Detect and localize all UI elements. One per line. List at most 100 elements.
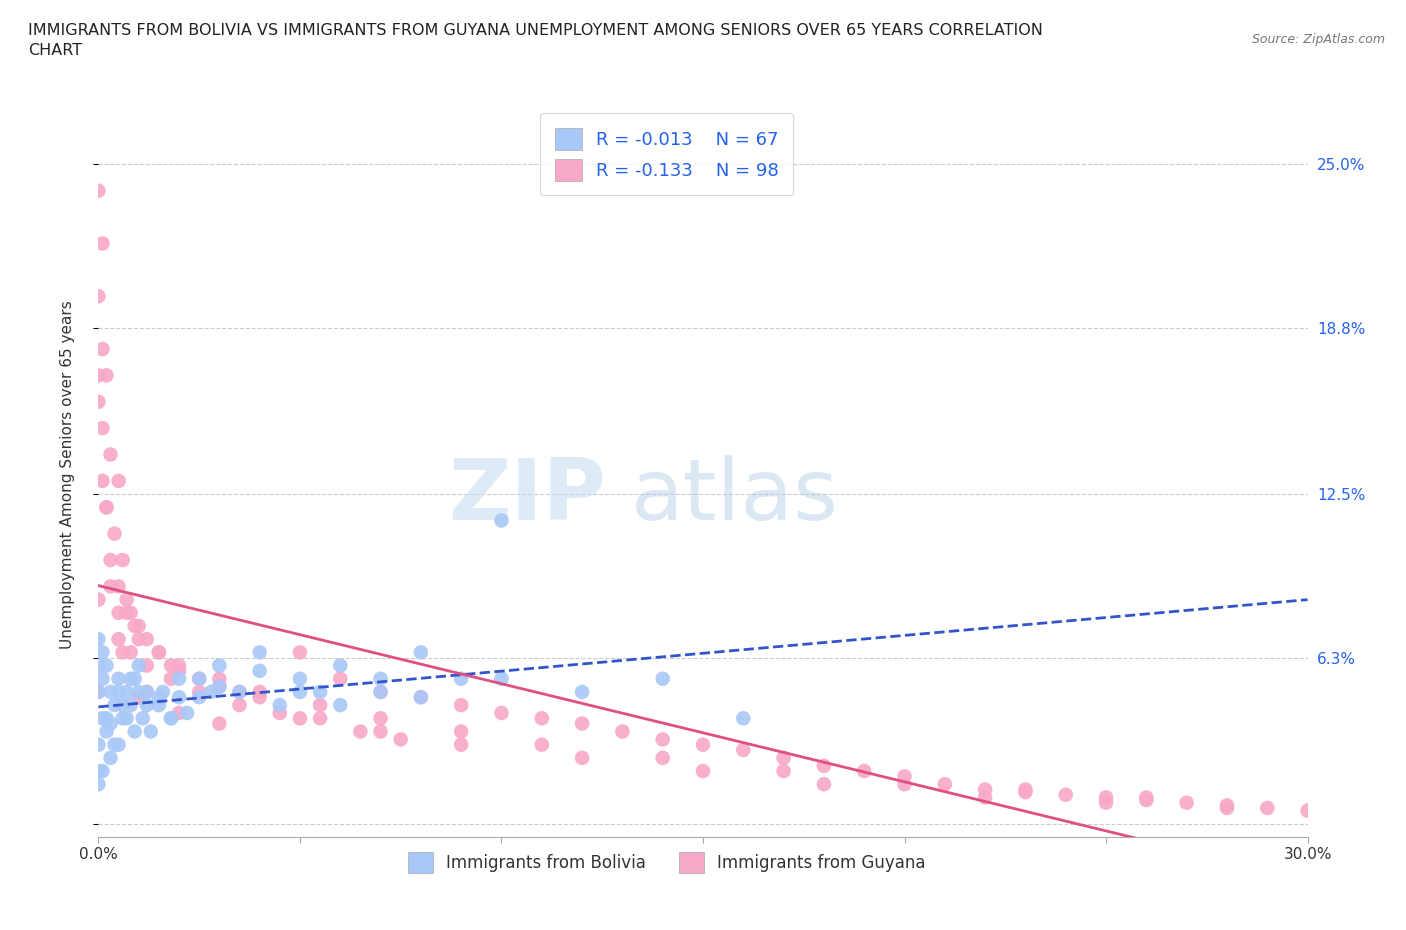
Point (329, 671, 352, 686)
Point (228, 698, 250, 712)
Point (893, 777, 915, 791)
Point (571, 716, 593, 731)
Point (107, 631, 129, 646)
Point (309, 684, 332, 699)
Point (370, 711, 392, 725)
Point (1014, 782, 1036, 797)
Point (120, 671, 142, 686)
Point (208, 658, 231, 673)
Point (200, 684, 222, 699)
Point (1095, 790, 1118, 804)
Point (160, 711, 183, 725)
Point (128, 684, 150, 699)
Point (139, 724, 162, 739)
Point (893, 769, 915, 784)
Point (87, 684, 110, 699)
Point (87, 631, 110, 646)
Point (103, 737, 125, 752)
Point (167, 671, 190, 686)
Point (370, 724, 392, 739)
Point (100, 716, 122, 731)
Point (135, 631, 157, 646)
Point (120, 605, 142, 620)
Point (1014, 785, 1036, 800)
Text: Source: ZipAtlas.com: Source: ZipAtlas.com (1251, 33, 1385, 46)
Point (249, 684, 271, 699)
Point (208, 679, 231, 694)
Point (167, 658, 190, 673)
Point (491, 671, 513, 686)
Point (409, 690, 432, 705)
Point (813, 758, 835, 773)
Point (148, 690, 170, 705)
Point (107, 737, 129, 752)
Point (96, 724, 118, 739)
Point (135, 684, 157, 699)
Point (115, 711, 138, 725)
Point (148, 698, 170, 712)
Point (120, 698, 142, 712)
Point (96, 499, 118, 514)
Point (409, 644, 432, 659)
Point (120, 644, 142, 659)
Point (87, 777, 110, 791)
Point (167, 706, 190, 721)
Point (87, 764, 110, 778)
Point (87, 737, 110, 752)
Point (692, 764, 714, 778)
Point (651, 671, 673, 686)
Point (148, 644, 170, 659)
Point (389, 732, 412, 747)
Point (530, 711, 553, 725)
Y-axis label: Unemployment Among Seniors over 65 years: Unemployment Among Seniors over 65 years (60, 300, 75, 649)
Point (91, 711, 114, 725)
Point (1054, 788, 1077, 803)
Point (188, 690, 211, 705)
Point (571, 684, 593, 699)
Point (329, 658, 352, 673)
Point (107, 579, 129, 594)
Text: ZIP: ZIP (449, 455, 606, 538)
Point (103, 526, 125, 541)
Point (309, 698, 332, 712)
Point (249, 690, 271, 705)
Point (370, 671, 392, 686)
Point (409, 690, 432, 705)
Point (100, 579, 122, 594)
Point (135, 698, 157, 712)
Text: atlas: atlas (630, 455, 838, 538)
Point (612, 724, 634, 739)
Point (1135, 792, 1157, 807)
Point (1216, 801, 1239, 816)
Point (87, 289, 110, 304)
Point (107, 684, 129, 699)
Point (692, 737, 714, 752)
Point (91, 236, 114, 251)
Point (115, 592, 138, 607)
Point (96, 368, 118, 383)
Point (228, 684, 250, 699)
Point (91, 473, 114, 488)
Point (91, 764, 114, 778)
Point (530, 737, 553, 752)
Point (1175, 795, 1198, 810)
Point (208, 679, 231, 694)
Point (91, 420, 114, 435)
Point (450, 737, 472, 752)
Point (132, 711, 155, 725)
Point (974, 782, 997, 797)
Point (1296, 804, 1319, 818)
Point (1256, 801, 1278, 816)
Point (115, 684, 138, 699)
Point (100, 751, 122, 765)
Point (208, 671, 231, 686)
Point (269, 698, 291, 712)
Point (733, 711, 755, 725)
Point (103, 698, 125, 712)
Point (188, 684, 211, 699)
Point (91, 341, 114, 356)
Point (772, 751, 794, 765)
Point (349, 724, 371, 739)
Point (115, 605, 138, 620)
Point (288, 711, 311, 725)
